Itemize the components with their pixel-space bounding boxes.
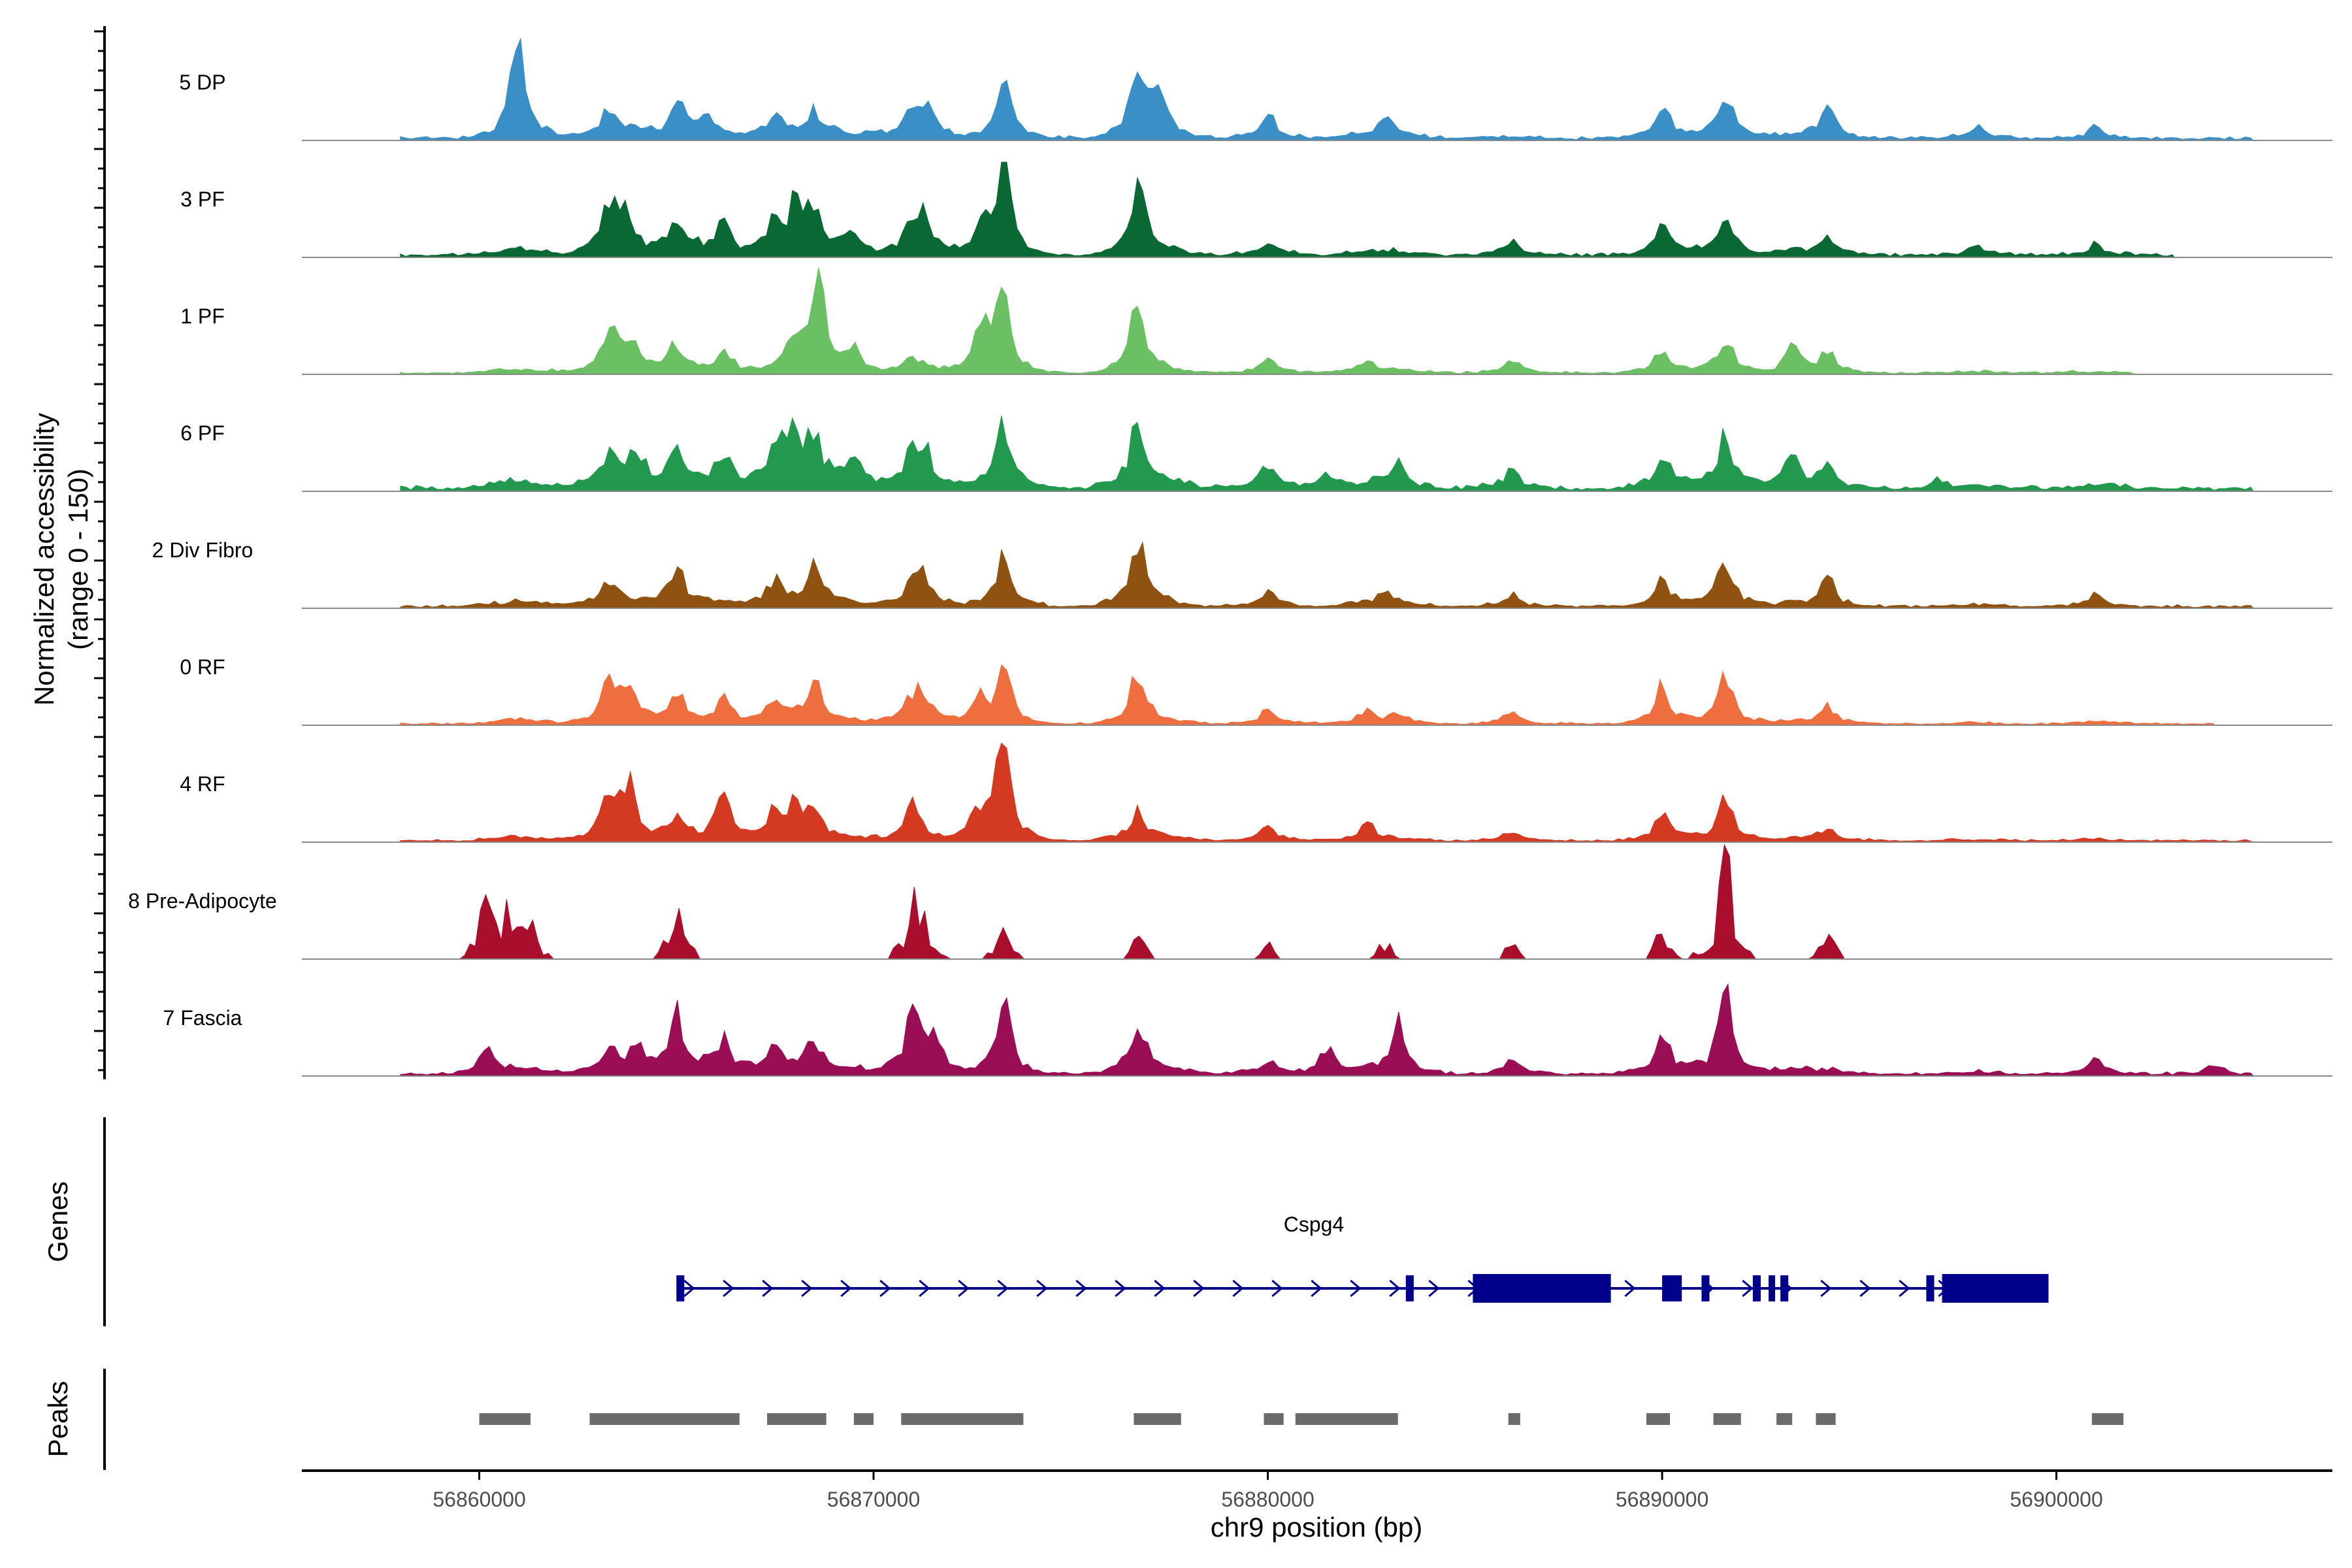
gene-exon xyxy=(1473,1274,1611,1303)
track-0: 5 DP xyxy=(179,38,2332,141)
track-signal xyxy=(459,843,2175,960)
coverage-tracks: 5 DP 3 PF 1 PF 6 PF 2 Div Fibro 0 RF 4 RF 8 Pre… xyxy=(128,38,2332,1077)
track-label: 8 Pre-Adipocyte xyxy=(128,889,277,913)
gene-strand-arrow xyxy=(801,1279,813,1298)
gene-strand-arrow xyxy=(683,1279,695,1298)
peak-region xyxy=(1295,1413,1398,1425)
gene-exon xyxy=(1780,1275,1789,1301)
genes-title: Genes xyxy=(42,1181,73,1262)
track-signal xyxy=(400,541,2255,609)
gene-strand-arrow xyxy=(1115,1279,1126,1298)
gene-strand-arrow xyxy=(1742,1279,1754,1298)
peak-region xyxy=(767,1413,826,1425)
gene-exon xyxy=(1752,1275,1761,1301)
x-tick-label: 56880000 xyxy=(1221,1488,1314,1511)
track-label: 4 RF xyxy=(180,772,225,796)
peak-region xyxy=(589,1413,740,1425)
peaks-panel: Peaks xyxy=(42,1369,2124,1470)
track-signal xyxy=(400,983,2255,1077)
x-tick-label: 56900000 xyxy=(2010,1488,2102,1511)
gene-strand-arrow xyxy=(1389,1279,1401,1298)
track-4: 2 Div Fibro xyxy=(152,538,2332,609)
peak-region xyxy=(901,1413,1024,1425)
gene-strand-arrow xyxy=(1899,1279,1910,1298)
gene-exon xyxy=(676,1275,685,1301)
track-label: 3 PF xyxy=(180,188,225,211)
peak-region xyxy=(853,1413,874,1425)
track-label: 5 DP xyxy=(179,71,225,94)
peaks-title: Peaks xyxy=(42,1381,73,1458)
gene-strand-arrow xyxy=(723,1279,734,1298)
gene-strand-arrow xyxy=(1428,1279,1440,1298)
x-axis-title: chr9 position (bp) xyxy=(1211,1512,1423,1543)
track-1: 3 PF xyxy=(180,161,2332,258)
gene-model xyxy=(676,1274,2049,1303)
gene-strand-arrow xyxy=(1350,1279,1362,1298)
gene-strand-arrow xyxy=(1075,1279,1087,1298)
gene-strand-arrow xyxy=(997,1279,1009,1298)
gene-strand-arrow xyxy=(1036,1279,1048,1298)
y-axis-title: Normalized accessibility (range 0 - 150) xyxy=(29,413,93,706)
track-label: 2 Div Fibro xyxy=(152,538,253,562)
track-7: 8 Pre-Adipocyte xyxy=(128,843,2332,960)
track-signal xyxy=(400,742,2254,843)
track-8: 7 Fascia xyxy=(163,983,2332,1077)
track-label: 7 Fascia xyxy=(163,1006,242,1030)
gene-strand-arrow xyxy=(1820,1279,1832,1298)
gene-strand-arrow xyxy=(1859,1279,1871,1298)
track-label: 1 PF xyxy=(180,304,225,328)
track-2: 1 PF xyxy=(180,267,2332,375)
track-5: 0 RF xyxy=(180,655,2332,726)
x-axis: 56860000 56870000 56880000 56890000 56900000 xyxy=(302,1469,2332,1511)
gene-strand-arrow xyxy=(1271,1279,1283,1298)
peak-region xyxy=(1776,1413,1793,1425)
peak-region xyxy=(1134,1413,1181,1425)
gene-strand-arrow xyxy=(1311,1279,1322,1298)
track-label: 6 PF xyxy=(180,421,225,445)
gene-exon xyxy=(1701,1275,1710,1301)
peak-region xyxy=(1264,1413,1284,1425)
peak-region xyxy=(1508,1413,1520,1425)
track-signal xyxy=(400,267,2136,375)
gene-strand-arrow xyxy=(958,1279,970,1298)
peak-region xyxy=(1646,1413,1671,1425)
track-3: 6 PF xyxy=(180,416,2332,492)
x-tick-label: 56890000 xyxy=(1616,1488,1708,1511)
gene-strand-arrow xyxy=(919,1279,930,1298)
peak-regions xyxy=(479,1413,2124,1425)
peak-region xyxy=(1713,1413,1741,1425)
gene-strand-arrow xyxy=(1154,1279,1166,1298)
track-signal xyxy=(400,416,2255,492)
track-signal xyxy=(400,161,2176,258)
track-6: 4 RF xyxy=(180,742,2332,843)
gene-exon xyxy=(1405,1275,1414,1301)
genes-panel: Genes Cspg4 xyxy=(42,1117,2049,1326)
peak-region xyxy=(2091,1413,2124,1425)
track-signal xyxy=(400,664,2215,726)
gene-strand-arrow xyxy=(1193,1279,1205,1298)
coverage-y-axis xyxy=(94,26,106,1079)
gene-strand-arrow xyxy=(840,1279,852,1298)
gene-exon xyxy=(1926,1275,1935,1301)
x-tick-label: 56870000 xyxy=(827,1488,920,1511)
y-axis-title-line2: (range 0 - 150) xyxy=(63,468,93,650)
x-tick-label: 56860000 xyxy=(433,1488,525,1511)
gene-strand-arrow xyxy=(1624,1279,1636,1298)
peak-region xyxy=(479,1413,531,1425)
peak-region xyxy=(1816,1413,1836,1425)
gene-name: Cspg4 xyxy=(1284,1213,1345,1236)
gene-exon xyxy=(1662,1275,1682,1301)
gene-strand-arrow xyxy=(762,1279,774,1298)
gene-exon xyxy=(1769,1275,1776,1301)
gene-strand-arrow xyxy=(879,1279,891,1298)
gene-exon xyxy=(1942,1274,2049,1303)
y-axis-title-line1: Normalized accessibility xyxy=(29,413,59,706)
track-signal xyxy=(400,38,2255,141)
gene-strand-arrow xyxy=(1232,1279,1244,1298)
track-label: 0 RF xyxy=(180,655,225,679)
